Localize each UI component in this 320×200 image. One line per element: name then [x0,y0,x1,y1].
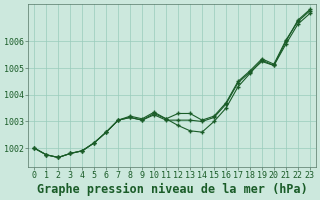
X-axis label: Graphe pression niveau de la mer (hPa): Graphe pression niveau de la mer (hPa) [37,183,308,196]
